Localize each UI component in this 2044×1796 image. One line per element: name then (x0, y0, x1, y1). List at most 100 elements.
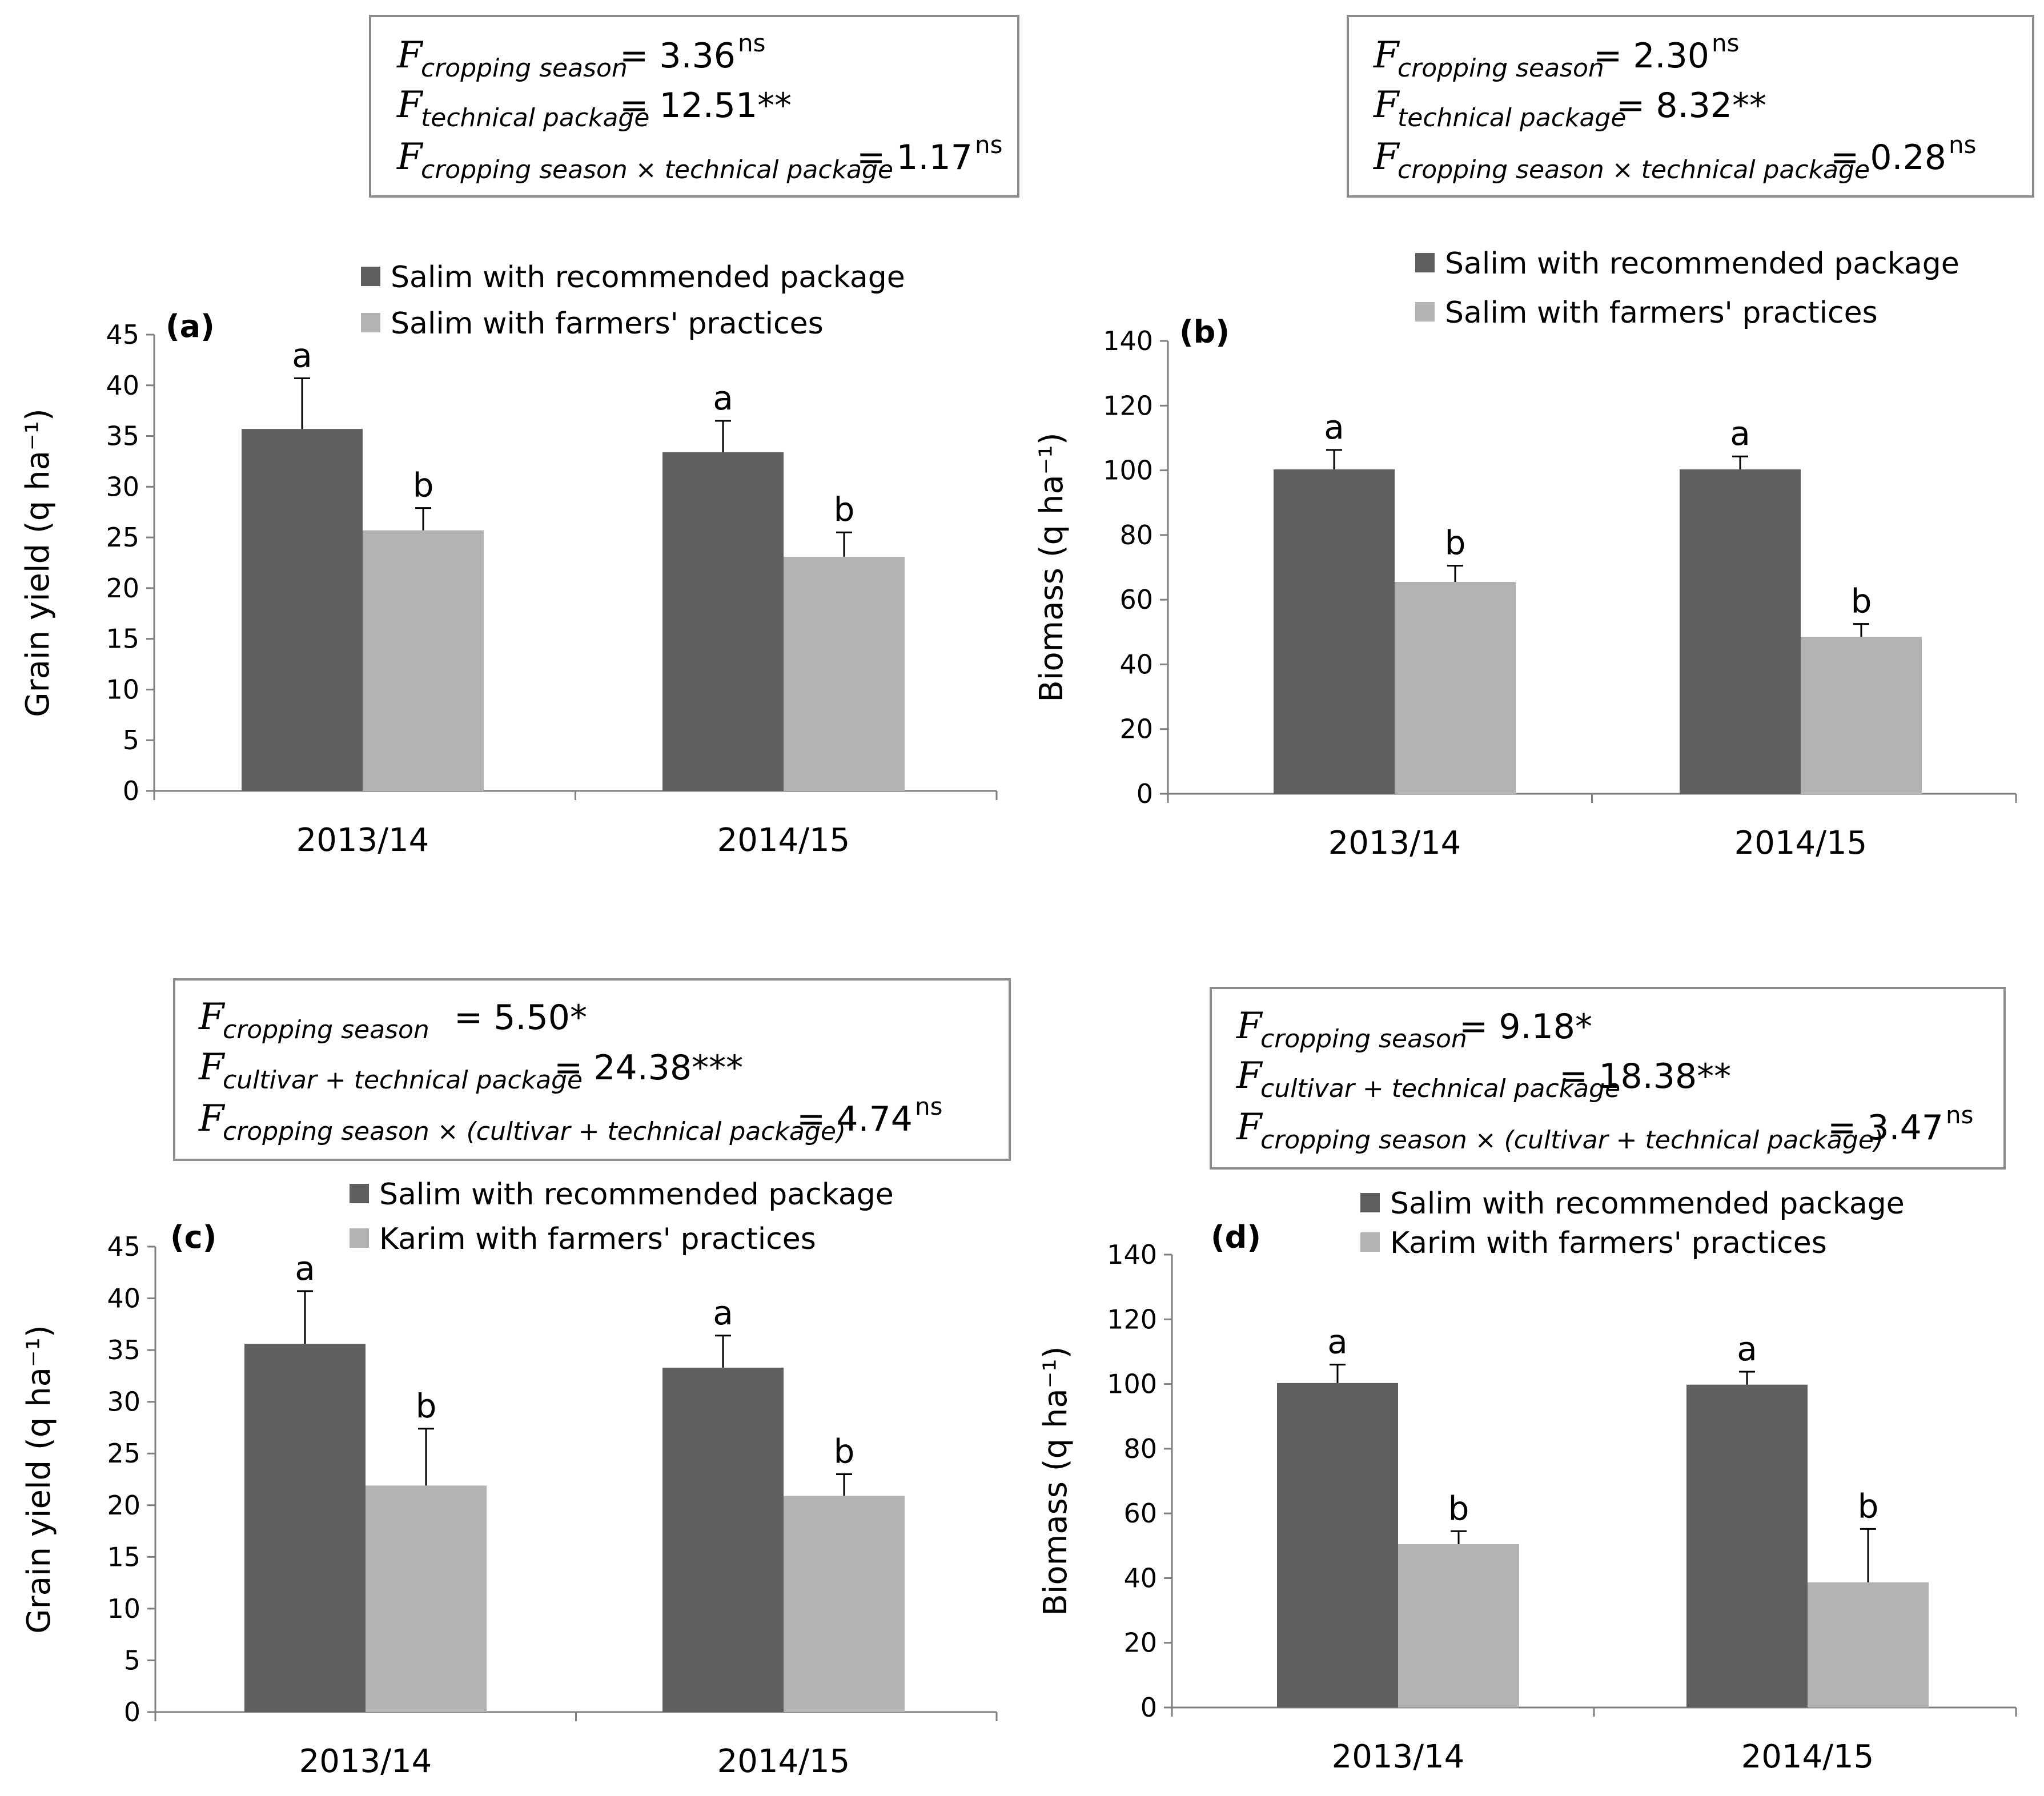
bar (1680, 469, 1801, 794)
x-tick-label: 2013/14 (299, 1743, 432, 1780)
stat-significance: ns (1712, 29, 1740, 57)
stat-subscript: cropping season × technical package (421, 155, 893, 184)
significance-letter: a (292, 336, 312, 375)
bar (1398, 1544, 1519, 1707)
x-tick-label: 2014/15 (717, 1743, 850, 1780)
significance-letter: a (1327, 1323, 1348, 1361)
y-tick-label: 5 (124, 1645, 140, 1676)
y-tick-label: 0 (123, 776, 139, 806)
stat-value: = 4.74 (797, 1099, 913, 1139)
y-tick-label: 60 (1119, 584, 1153, 615)
significance-letter: b (1445, 524, 1466, 562)
bar (784, 1496, 905, 1712)
stat-value: = 24.38*** (554, 1048, 743, 1088)
significance-letter: b (413, 466, 434, 505)
stat-value: = 1.17 (857, 138, 973, 178)
significance-letter: a (713, 1293, 733, 1332)
y-tick-label: 30 (107, 1387, 140, 1417)
legend-swatch (361, 267, 380, 286)
y-tick-label: 45 (106, 319, 139, 350)
bar (1801, 637, 1922, 794)
significance-letter: a (1324, 408, 1344, 447)
stat-subscript: cropping season × technical package (1398, 155, 1870, 184)
legend: Salim with recommended package Karim with… (1360, 1187, 1905, 1260)
x-tick-label: 2014/15 (1741, 1738, 1874, 1775)
stat-f-symbol: F (198, 996, 226, 1038)
significance-letter: b (1448, 1489, 1469, 1528)
y-tick-label: 40 (1123, 1562, 1157, 1593)
y-tick-label: 20 (106, 573, 139, 604)
stat-value: = 9.18* (1459, 1007, 1592, 1047)
x-tick-label: 2013/14 (1328, 825, 1461, 862)
stat-subscript: cultivar + technical package (1260, 1074, 1620, 1103)
bar (1274, 469, 1395, 794)
stat-subscript: cropping season × (cultivar + technical … (1260, 1126, 1884, 1155)
y-axis-label: Grain yield (q ha⁻¹) (21, 1325, 58, 1634)
stat-significance: ns (915, 1092, 943, 1120)
legend-label: Salim with farmers' practices (391, 307, 824, 341)
legend-label: Salim with recommended package (379, 1178, 894, 1212)
bar (366, 1485, 487, 1712)
x-axis: 2013/14 2014/15 (1171, 1706, 2017, 1775)
legend-swatch (1415, 253, 1435, 272)
stat-value: = 3.47 (1828, 1108, 1943, 1148)
stat-subscript: cropping season (421, 54, 628, 83)
y-tick-label: 120 (1107, 1304, 1157, 1335)
significance-letter: a (713, 379, 733, 417)
stat-significance: ns (1946, 1101, 1974, 1129)
y-tick-label: 80 (1119, 520, 1153, 551)
bar (1808, 1582, 1929, 1707)
significance-letter: b (1858, 1486, 1879, 1525)
bar (242, 429, 363, 791)
legend-label: Salim with recommended package (1390, 1187, 1905, 1221)
significance-letter: b (1851, 582, 1872, 621)
stat-f-symbol: F (198, 1046, 226, 1088)
stat-subscript: cropping season (1398, 54, 1604, 83)
x-tick-label: 2013/14 (1332, 1738, 1465, 1775)
y-axis-label: Grain yield (q ha⁻¹) (19, 408, 57, 717)
y-tick-label: 20 (107, 1490, 140, 1521)
stat-f-symbol: F (1373, 84, 1400, 126)
y-tick-label: 10 (106, 674, 139, 705)
y-tick-label: 40 (106, 370, 139, 401)
legend: Salim with recommended package Salim with… (1415, 247, 1959, 330)
stat-significance: ns (738, 29, 766, 57)
legend-label: Salim with recommended package (391, 260, 905, 295)
significance-letter: b (416, 1387, 437, 1425)
legend-label: Salim with farmers' practices (1445, 296, 1878, 330)
legend-swatch (1360, 1232, 1380, 1252)
stat-f-symbol: F (1373, 136, 1400, 178)
y-axis: 0 5 10 15 20 25 30 35 40 45 (106, 319, 155, 806)
panel-label: (c) (170, 1219, 216, 1255)
stat-subscript: cropping season × (cultivar + technical … (223, 1117, 846, 1146)
stats-box-border (173, 978, 1011, 1161)
y-tick-label: 140 (1107, 1239, 1157, 1270)
y-tick-label: 140 (1103, 326, 1153, 356)
bar (1277, 1383, 1398, 1707)
stat-value: = 8.32** (1616, 86, 1766, 126)
stat-f-symbol: F (396, 136, 424, 178)
y-tick-label: 80 (1123, 1433, 1157, 1464)
y-tick-label: 30 (106, 471, 139, 502)
y-tick-label: 15 (107, 1541, 140, 1572)
x-axis: 2013/14 2014/15 (153, 790, 998, 859)
significance-letter: a (295, 1249, 315, 1288)
y-tick-label: 0 (1137, 778, 1153, 809)
stat-value: = 0.28 (1830, 138, 1946, 178)
x-tick-label: 2013/14 (296, 822, 429, 859)
bar (363, 530, 484, 791)
x-axis: 2013/14 2014/15 (154, 1711, 998, 1780)
panel-label: (b) (1179, 314, 1230, 350)
stat-subscript: technical package (1398, 103, 1626, 132)
significance-letter: a (1730, 414, 1750, 453)
y-tick-label: 35 (106, 421, 139, 452)
y-tick-label: 10 (107, 1593, 140, 1624)
bar (1686, 1384, 1808, 1707)
